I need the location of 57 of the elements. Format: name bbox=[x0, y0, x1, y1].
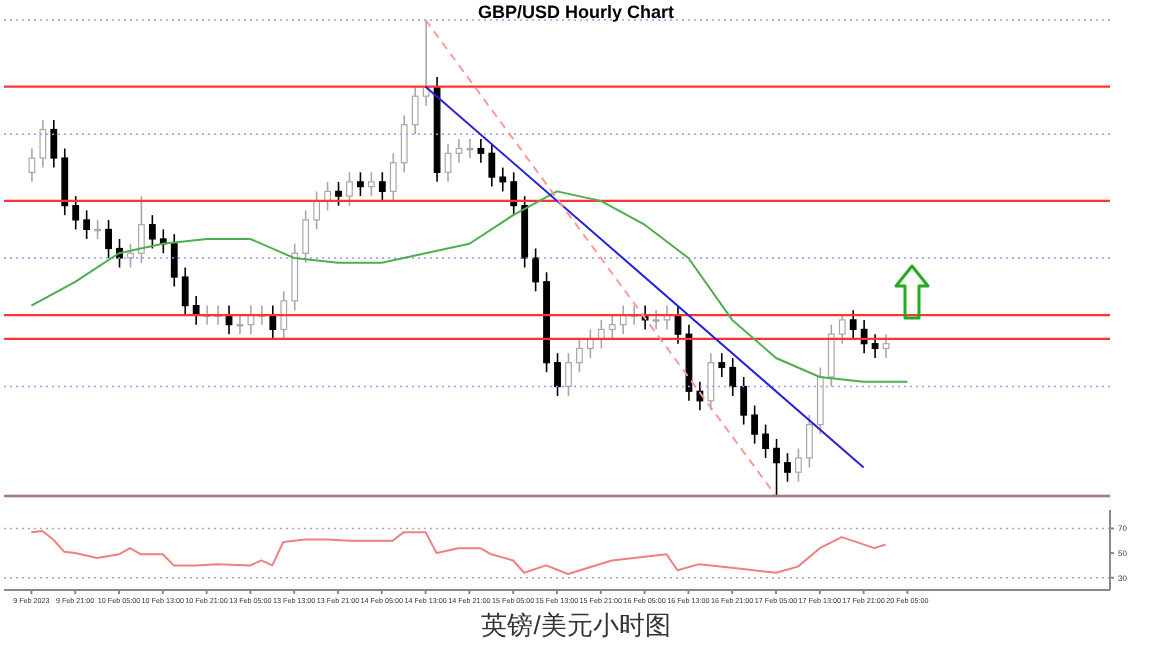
candlestick bbox=[608, 314, 616, 340]
candlestick bbox=[805, 414, 813, 469]
candlestick bbox=[138, 195, 145, 264]
candlestick bbox=[72, 195, 80, 231]
candlestick bbox=[291, 242, 299, 312]
candlestick bbox=[280, 290, 288, 340]
candlestick bbox=[816, 366, 824, 435]
candlestick bbox=[455, 138, 463, 164]
candlestick bbox=[83, 209, 91, 240]
candlestick bbox=[466, 138, 474, 159]
candlestick bbox=[357, 171, 364, 197]
candlestick bbox=[576, 338, 583, 374]
candlestick bbox=[488, 142, 496, 188]
candlestick bbox=[313, 190, 321, 231]
candlestick bbox=[302, 209, 310, 264]
candlestick bbox=[510, 171, 518, 216]
candlestick bbox=[346, 171, 353, 207]
candlestick bbox=[827, 323, 835, 388]
candlestick bbox=[554, 352, 561, 397]
candlestick bbox=[411, 85, 419, 136]
candlestick bbox=[389, 152, 397, 202]
candlestick bbox=[367, 171, 375, 197]
candlestick bbox=[849, 309, 857, 340]
candlestick bbox=[181, 266, 189, 316]
candlestick bbox=[751, 404, 759, 445]
candlestick bbox=[795, 447, 802, 483]
candlestick bbox=[499, 166, 507, 193]
candlestick bbox=[378, 171, 386, 202]
candlestick bbox=[729, 357, 737, 397]
text: 英镑/美元小时图 bbox=[479, 608, 673, 644]
line-series bbox=[30, 529, 887, 575]
candlestick bbox=[400, 114, 408, 174]
candlestick bbox=[335, 181, 342, 207]
candlestick bbox=[28, 147, 36, 183]
candlestick bbox=[39, 119, 47, 169]
candlestick bbox=[718, 352, 726, 378]
candlestick bbox=[652, 309, 660, 331]
candlestick bbox=[762, 423, 769, 459]
candlestick bbox=[882, 333, 890, 359]
candlestick bbox=[740, 376, 748, 426]
chart-title: GBP/USD Hourly Chart bbox=[475, 2, 676, 22]
candlestick bbox=[105, 219, 112, 259]
candlestick bbox=[871, 333, 879, 359]
candlestick bbox=[773, 438, 780, 496]
candlestick bbox=[148, 214, 156, 250]
candlestick bbox=[477, 138, 485, 164]
candlestick bbox=[94, 219, 101, 240]
candlestick bbox=[61, 147, 69, 216]
candlestick bbox=[50, 119, 58, 169]
candlestick bbox=[532, 247, 540, 293]
candlestick bbox=[838, 314, 846, 345]
candlestick bbox=[170, 233, 178, 288]
candlestick bbox=[784, 452, 791, 483]
candlestick bbox=[269, 304, 277, 340]
candlestick bbox=[707, 352, 715, 412]
candlestick bbox=[127, 242, 134, 269]
candlestick bbox=[565, 352, 572, 397]
